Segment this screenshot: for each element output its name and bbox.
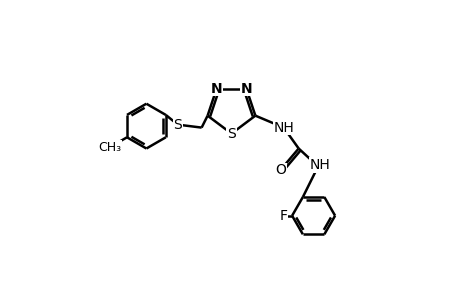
Text: S: S [227, 127, 235, 141]
Text: O: O [275, 163, 285, 177]
Text: F: F [279, 209, 287, 223]
Text: N: N [240, 82, 252, 96]
Text: NH: NH [273, 121, 293, 135]
Text: CH₃: CH₃ [98, 141, 121, 154]
Text: S: S [173, 118, 182, 132]
Text: N: N [210, 82, 222, 96]
Text: NH: NH [308, 158, 329, 172]
